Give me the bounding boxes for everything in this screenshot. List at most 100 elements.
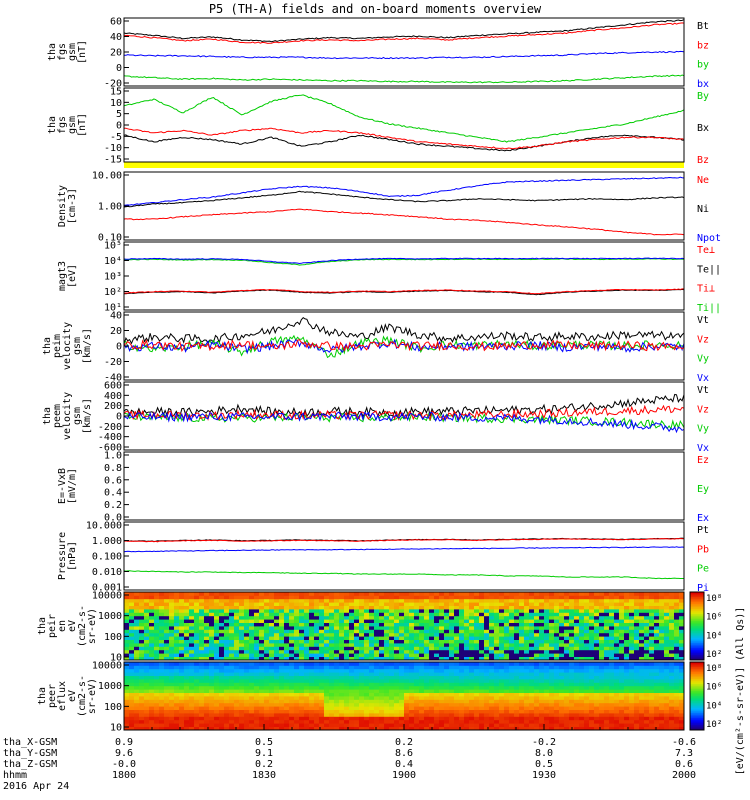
spectrogram-cell [549,605,555,610]
spectrogram-cell [299,672,305,676]
spectrogram-cell [534,626,540,630]
spectrogram-cell [464,685,470,690]
y-axis-label: fgs [57,43,68,61]
spectrogram-cell [484,713,490,717]
spectrogram-cell [369,643,375,647]
spectrogram-cell [309,595,315,600]
spectrogram-cell [589,649,595,654]
spectrogram-cell [259,622,265,627]
spectrogram-cell [194,672,200,676]
spectrogram-cell [359,685,365,690]
spectrogram-cell [569,662,575,666]
spectrogram-cell [194,602,200,606]
spectrogram-cell [399,622,405,627]
spectrogram-cell [554,639,560,644]
spectrogram-cell [369,665,375,670]
spectrogram-cell [264,699,270,704]
spectrogram-cell [584,699,590,704]
spectrogram-cell [384,653,390,657]
spectrogram-cell [164,699,170,704]
spectrogram-cell [404,646,410,651]
spectrogram-cell [279,646,285,651]
spectrogram-cell [514,675,520,680]
spectrogram-cell [464,612,470,617]
spectrogram-cell [199,723,205,727]
spectrogram-cell [599,685,605,690]
spectrogram-cell [404,626,410,630]
spectrogram-cell [639,713,645,717]
spectrogram-cell [334,689,340,693]
spectrogram-cell [164,615,170,620]
spectrogram-cell [319,723,325,727]
spectrogram-cell [649,726,655,731]
spectrogram-cell [604,656,610,661]
spectrogram-cell [389,672,395,676]
series-line-pb [123,537,684,543]
spectrogram-cell [144,713,150,717]
y-tick-label: 1.0 [104,451,122,462]
spectrogram-cell [579,668,585,673]
spectrogram-cell [139,636,145,640]
spectrogram-cell [254,689,260,693]
spectrogram-cell [359,629,365,634]
spectrogram-cell [629,702,635,707]
spectrogram-cell [384,696,390,700]
spectrogram-cell [384,605,390,610]
spectrogram-cell [219,668,225,673]
y-tick-label: -200 [98,422,122,433]
spectrogram-cell [319,709,325,714]
spectrogram-cell [504,643,510,647]
spectrogram-cell [394,696,400,700]
spectrogram-cell [319,649,325,654]
spectrogram-cell [379,598,385,603]
spectrogram-cell [149,609,155,613]
spectrogram-cell [619,672,625,676]
spectrogram-cell [314,713,320,717]
spectrogram-cell [309,609,315,613]
spectrogram-cell [294,646,300,651]
spectrogram-cell [164,643,170,647]
spectrogram-cell [139,696,145,700]
spectrogram-cell [619,598,625,603]
spectrogram-cell [169,706,175,710]
spectrogram-cell [354,612,360,617]
spectrogram-cell [539,656,545,661]
spectrogram-cell [359,615,365,620]
spectrogram-cell [219,595,225,600]
spectrogram-cell [154,632,160,637]
spectrogram-cell [649,653,655,657]
spectrogram-cell [314,598,320,603]
spectrogram-cell [449,595,455,600]
spectrogram-cell [149,692,155,697]
spectrogram-cell [664,636,670,640]
spectrogram-cell [234,619,240,623]
spectrogram-cell [644,689,650,693]
spectrogram-cell [219,622,225,627]
spectrogram-cell [594,709,600,714]
spectrogram-cell [324,626,330,630]
spectrogram-cell [564,646,570,651]
spectrogram-cell [329,598,335,603]
spectrogram-cell [469,609,475,613]
spectrogram-cell [389,609,395,613]
spectrogram-cell [334,662,340,666]
spectrogram-cell [149,649,155,654]
spectrogram-cell [604,598,610,603]
spectrogram-cell [349,639,355,644]
spectrogram-cell [244,699,250,704]
spectrogram-cell [324,609,330,613]
spectrogram-cell [299,713,305,717]
y-axis-label: peim [52,334,63,358]
spectrogram-cell [344,653,350,657]
spectrogram-cell [174,605,180,610]
spectrogram-cell [229,605,235,610]
spectrogram-cell [319,646,325,651]
spectrogram-cell [279,668,285,673]
spectrogram-cell [129,632,135,637]
y-axis-label: [eV] [67,264,78,288]
spectrogram-cell [559,653,565,657]
spectrogram-cell [264,605,270,610]
spectrogram-cell [139,682,145,687]
legend-ti: Ti|| [697,303,721,314]
spectrogram-cell [304,595,310,600]
